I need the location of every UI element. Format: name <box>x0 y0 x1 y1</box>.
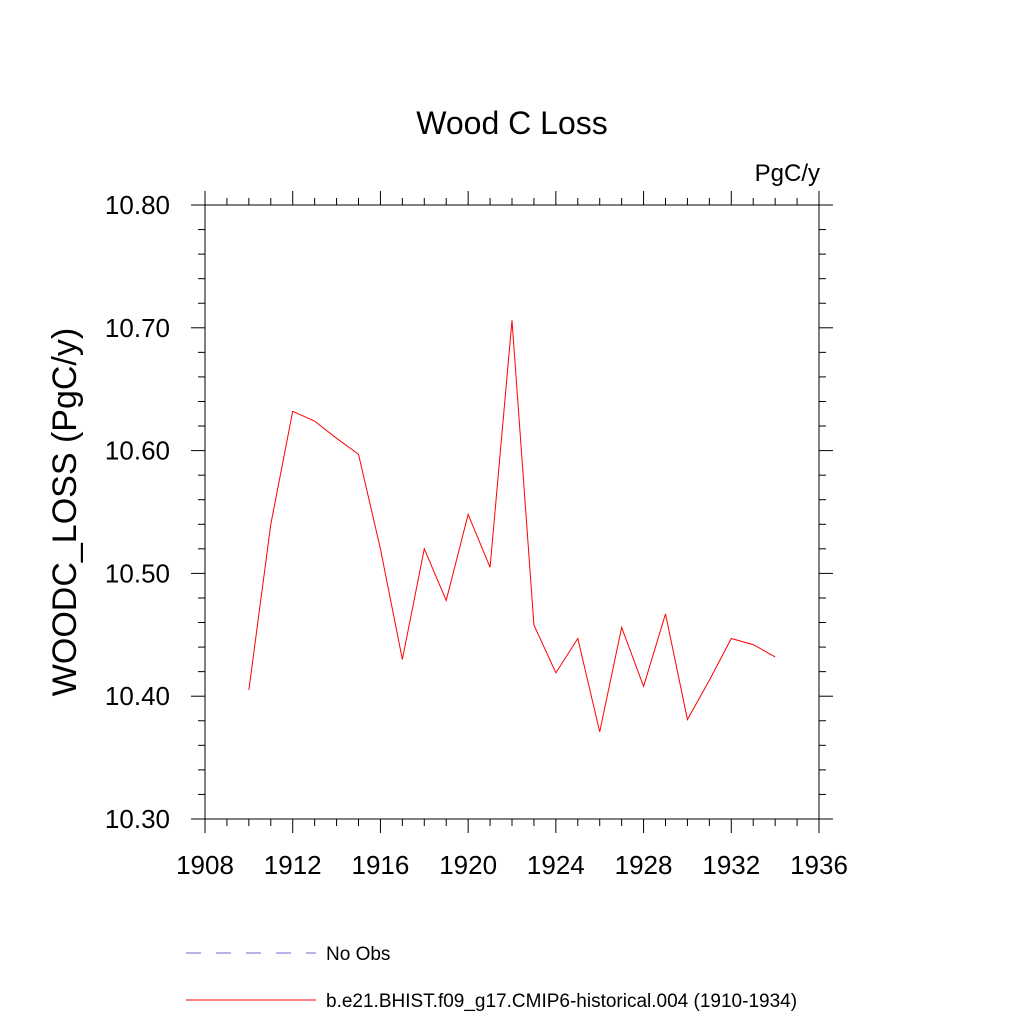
chart-title: Wood C Loss <box>416 105 608 141</box>
series-line <box>248 320 776 732</box>
x-tick-label: 1912 <box>264 850 322 880</box>
x-tick-label: 1924 <box>527 850 585 880</box>
x-tick-label: 1916 <box>352 850 410 880</box>
x-tick-label: 1928 <box>615 850 673 880</box>
y-tick-label: 10.40 <box>105 681 170 711</box>
y-tick-label: 10.30 <box>105 804 170 834</box>
legend-label-no-obs: No Obs <box>326 944 390 965</box>
x-axis-ticks: 1908 1912 1916 1920 1924 1928 1932 1936 <box>176 191 848 880</box>
plot-frame <box>204 204 820 820</box>
minor-ticks <box>198 198 826 826</box>
y-tick-label: 10.80 <box>105 190 170 220</box>
y-axis-label: WOODC_LOSS (PgC/y) <box>46 328 84 696</box>
x-tick-label: 1936 <box>790 850 848 880</box>
x-tick-label: 1932 <box>702 850 760 880</box>
units-label: PgC/y <box>755 160 820 187</box>
x-tick-label: 1908 <box>176 850 234 880</box>
legend-label-model: b.e21.BHIST.f09_g17.CMIP6-historical.004… <box>326 991 797 1012</box>
legend: No Obs b.e21.BHIST.f09_g17.CMIP6-histori… <box>186 944 797 1012</box>
y-tick-label: 10.70 <box>105 313 170 343</box>
y-tick-label: 10.50 <box>105 558 170 588</box>
y-axis-ticks: 10.30 10.40 10.50 10.60 10.70 10.80 <box>105 190 833 834</box>
series-group <box>248 320 776 732</box>
y-tick-label: 10.60 <box>105 436 170 466</box>
x-tick-label: 1920 <box>439 850 497 880</box>
